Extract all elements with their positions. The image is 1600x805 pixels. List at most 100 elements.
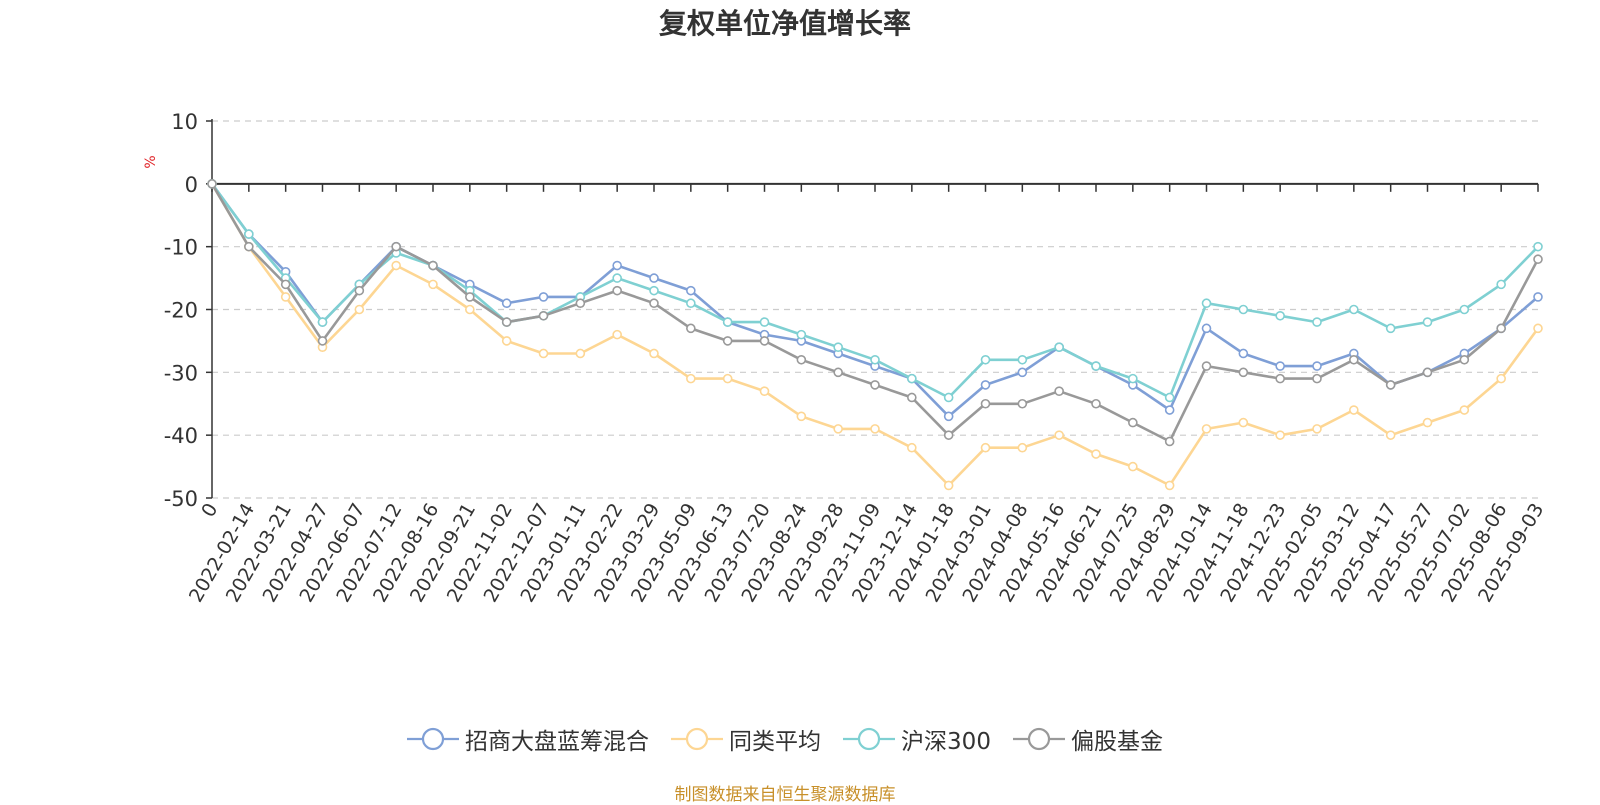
data-point: [1017, 367, 1028, 378]
data-point: [501, 298, 512, 309]
data-point: [943, 392, 954, 403]
chart-title: 复权单位净值增长率: [658, 7, 911, 40]
data-point: [244, 241, 254, 252]
data-point: [649, 298, 659, 309]
legend-marker: [685, 727, 709, 751]
data-point: [1128, 417, 1138, 428]
data-point: [1459, 304, 1470, 315]
grid-lines: [212, 120, 1538, 499]
data-point: [870, 424, 880, 434]
legend-item[interactable]: 招商大盘蓝筹混合: [407, 722, 649, 756]
legend-marker: [421, 727, 445, 751]
legend-item[interactable]: 偏股基金: [1012, 722, 1163, 756]
legend-item[interactable]: 同类平均: [671, 722, 821, 756]
legend-swatch-icon: [407, 727, 460, 751]
data-point: [501, 317, 512, 327]
data-point: [1238, 304, 1249, 315]
data-point: [1533, 241, 1543, 252]
data-point: [1201, 298, 1212, 309]
data-point: [759, 386, 770, 396]
data-point: [391, 241, 401, 252]
data-point: [1459, 405, 1470, 415]
legend-label: 同类平均: [729, 729, 822, 755]
data-point: [1422, 367, 1433, 378]
series-lines: [207, 179, 1543, 491]
data-point: [1533, 292, 1543, 302]
y-tick-label: -30: [164, 361, 198, 385]
data-point: [354, 304, 365, 315]
data-point: [1017, 354, 1028, 365]
data-point: [428, 260, 438, 271]
data-point: [1275, 373, 1285, 384]
data-point: [759, 336, 770, 346]
data-point: [1533, 323, 1543, 334]
data-point: [575, 298, 586, 309]
data-point: [870, 380, 880, 390]
data-point: [1201, 424, 1212, 434]
data-point: [1238, 367, 1249, 378]
data-point: [1312, 361, 1322, 371]
data-point: [1312, 424, 1322, 434]
data-point: [1201, 323, 1212, 334]
y-tick-label: -50: [164, 487, 198, 511]
y-tick-label: 10: [171, 110, 198, 134]
y-tick-label: -10: [164, 236, 198, 260]
data-point: [686, 285, 696, 296]
data-point: [538, 292, 549, 302]
data-point: [907, 373, 917, 384]
data-point: [244, 229, 254, 239]
data-point: [1091, 361, 1101, 371]
data-point: [612, 260, 622, 271]
data-point: [943, 411, 954, 422]
y-axis-label: %: [143, 155, 159, 168]
data-point: [1164, 405, 1175, 415]
data-point: [1496, 373, 1506, 384]
data-point: [649, 273, 659, 283]
data-point: [833, 424, 843, 434]
data-point: [649, 348, 659, 359]
data-point: [465, 292, 475, 302]
data-point: [1275, 430, 1285, 440]
data-point: [1201, 361, 1212, 371]
data-point: [538, 310, 549, 321]
data-point: [833, 342, 843, 353]
data-point: [870, 354, 880, 365]
data-point: [1349, 354, 1359, 365]
legend-swatch-icon: [671, 727, 724, 751]
data-point: [612, 329, 622, 340]
data-point: [280, 292, 291, 302]
data-point: [1054, 430, 1064, 440]
source-note: 制图数据来自恒生聚源数据库: [674, 785, 896, 805]
data-point: [833, 367, 843, 378]
series-line-3: [210, 183, 1540, 443]
data-point: [1349, 405, 1359, 415]
data-point: [1385, 323, 1396, 334]
y-tick-label: -20: [164, 299, 198, 323]
data-point: [1164, 392, 1175, 403]
data-point: [501, 336, 512, 346]
data-point: [1385, 430, 1396, 440]
data-point: [354, 285, 365, 296]
data-point: [612, 285, 622, 296]
data-point: [1054, 386, 1064, 396]
data-point: [943, 480, 954, 491]
data-point: [1054, 342, 1064, 353]
series-line-1: [210, 183, 1540, 487]
legend-item[interactable]: 沪深300: [843, 722, 991, 756]
data-point: [612, 273, 622, 283]
data-point: [686, 323, 696, 334]
data-point: [686, 373, 696, 384]
data-point: [391, 260, 401, 271]
data-point: [722, 336, 733, 346]
data-point: [1091, 398, 1101, 409]
data-point: [1164, 480, 1175, 491]
data-point: [796, 354, 807, 365]
data-point: [1533, 254, 1543, 265]
legend-marker: [857, 727, 881, 751]
y-tick-label: -40: [164, 424, 198, 448]
data-point: [1017, 398, 1028, 409]
data-point: [280, 279, 291, 290]
data-point: [980, 354, 991, 365]
data-point: [796, 329, 807, 340]
data-point: [317, 317, 328, 327]
